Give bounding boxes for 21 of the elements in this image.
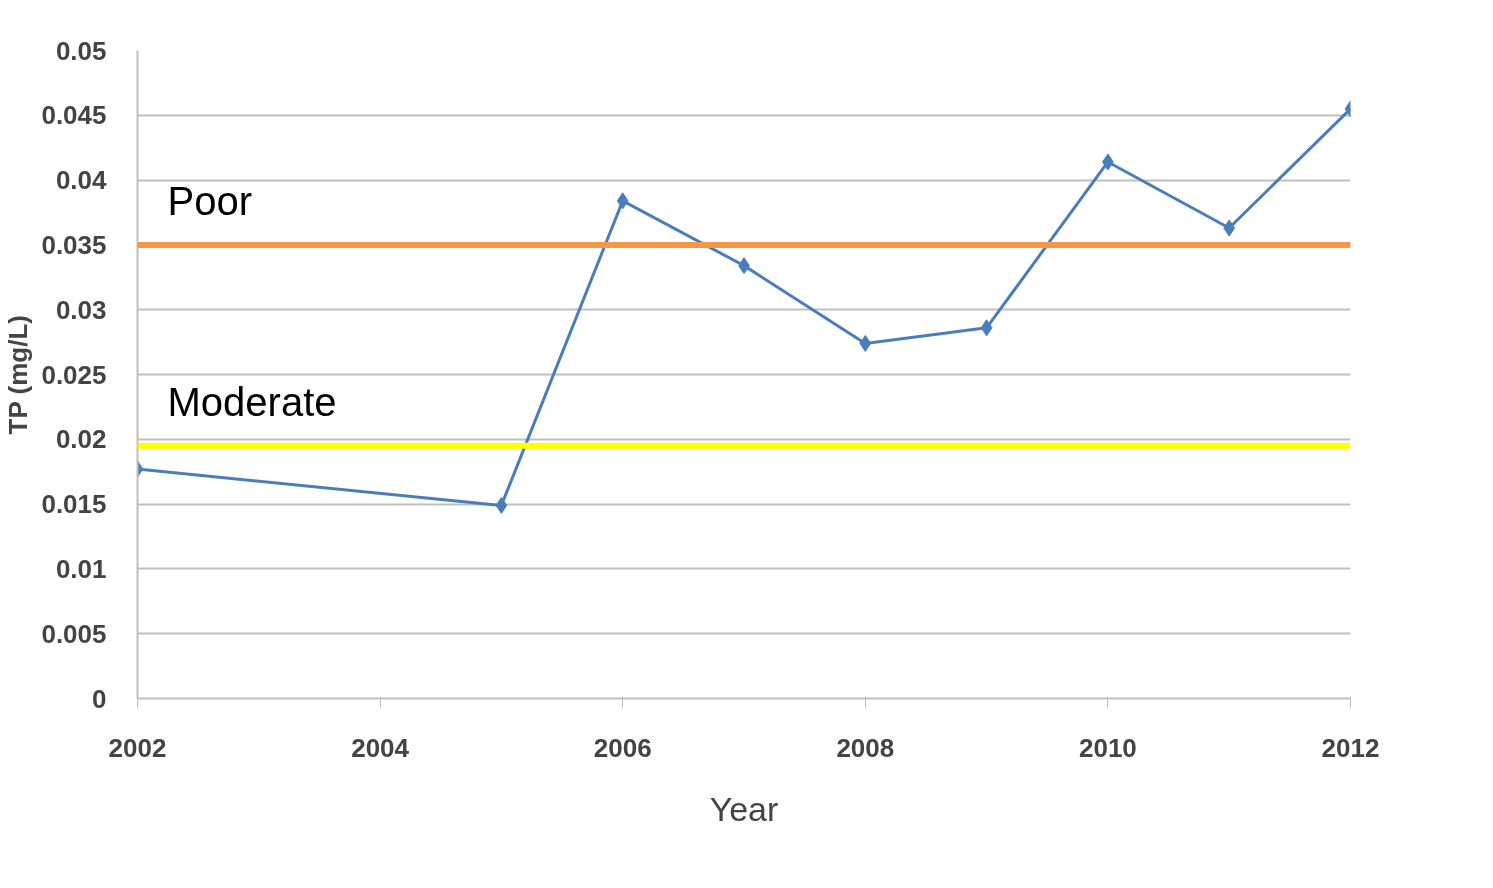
- x-tick-label: 2006: [593, 732, 652, 763]
- ref-line-label: Moderate: [167, 379, 337, 424]
- x-tick-label: 2004: [351, 732, 410, 763]
- y-tick-label: 0.01: [55, 553, 107, 584]
- y-tick-label: 0.045: [41, 100, 107, 131]
- y-tick-label: 0.015: [41, 489, 107, 520]
- y-tick-label: 0.005: [41, 618, 107, 649]
- y-tick-label: 0: [92, 683, 107, 714]
- y-tick-label: 0.02: [55, 424, 107, 455]
- y-axis-title: TP (mg/L): [3, 315, 34, 435]
- y-tick-label: 0.035: [41, 229, 107, 260]
- y-tick-label: 0.05: [55, 35, 107, 66]
- x-tick-label: 2012: [1321, 732, 1380, 763]
- y-tick-label: 0.025: [41, 359, 107, 390]
- x-tick-label: 2010: [1078, 732, 1137, 763]
- ref-line-label: Poor: [167, 178, 252, 223]
- y-tick-label: 0.04: [55, 165, 108, 196]
- x-tick-label: 2002: [108, 732, 167, 763]
- x-tick-label: 2008: [836, 732, 895, 763]
- x-axis-title: Year: [709, 789, 779, 828]
- y-tick-label: 0.03: [55, 294, 107, 325]
